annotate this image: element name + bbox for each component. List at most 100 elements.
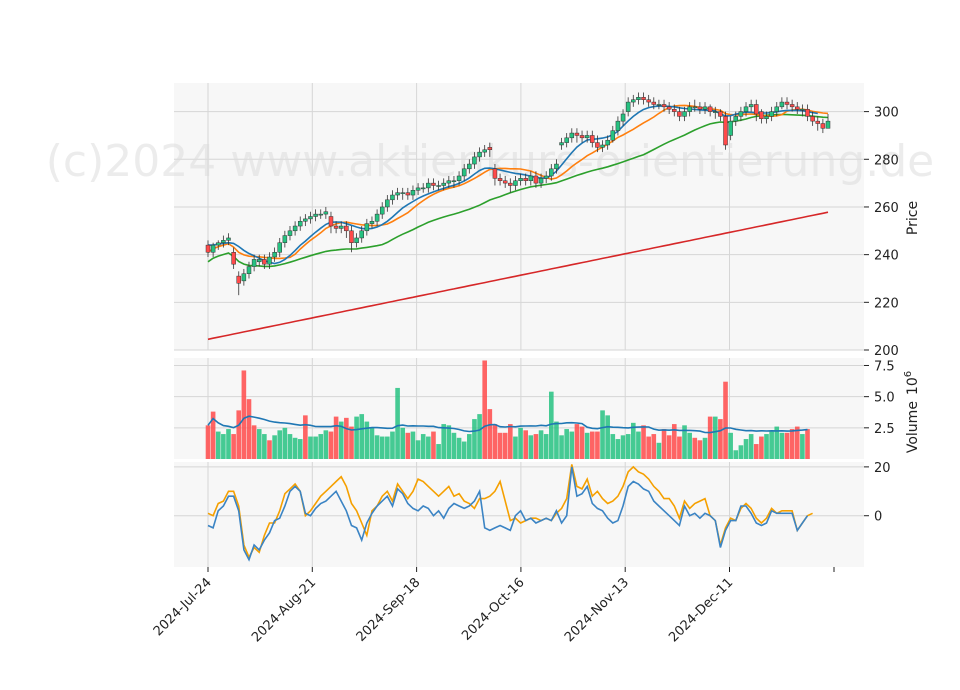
volume-bar	[671, 424, 677, 459]
candle-body	[784, 101, 790, 105]
candle-body	[559, 142, 564, 146]
volume-bar	[436, 444, 441, 459]
candle-body	[584, 135, 590, 139]
volume-bar	[441, 424, 447, 459]
volume-bar	[523, 430, 528, 459]
candle-body	[349, 230, 354, 243]
volume-bar	[753, 444, 759, 459]
candle-body	[672, 108, 677, 112]
candle-body	[461, 168, 467, 177]
candle-body	[333, 225, 339, 229]
candle-body	[441, 182, 446, 186]
volume-bar	[405, 432, 411, 459]
volume-bar	[625, 434, 631, 459]
candle-body	[615, 120, 621, 131]
volume-bar	[241, 370, 247, 459]
candle-body	[256, 259, 262, 263]
candle-body	[754, 104, 759, 115]
price-panel-bg	[174, 83, 864, 350]
candle-body	[605, 139, 610, 146]
candle-body	[415, 187, 421, 191]
candle-body	[487, 147, 493, 151]
candle-body	[374, 213, 380, 222]
candle-body	[518, 178, 523, 181]
volume-bar	[712, 416, 718, 459]
volume-bar	[236, 410, 242, 459]
volume-bar	[374, 435, 380, 459]
volume-bar	[477, 414, 482, 459]
candle-body	[795, 106, 800, 110]
volume-bar	[518, 427, 523, 459]
volume-bar	[549, 391, 554, 459]
volume-bar	[687, 432, 692, 459]
volume-axis-unit-exp: 6	[903, 371, 914, 377]
volume-bar	[292, 437, 298, 459]
candle-body	[764, 116, 769, 120]
candle-body	[215, 242, 221, 246]
volume-bar	[328, 431, 334, 459]
candle-body	[528, 175, 534, 181]
volume-bar	[451, 432, 457, 459]
volume-axis-label-text: Volume	[905, 401, 921, 453]
volume-bar	[221, 434, 226, 459]
volume-bar	[467, 434, 472, 459]
volume-bar	[246, 399, 252, 459]
volume-bar	[723, 381, 728, 459]
volume-bar	[251, 425, 257, 459]
volume-bar	[287, 434, 293, 459]
candle-body	[390, 194, 395, 201]
candle-body	[738, 111, 744, 117]
price-tick-label: 240	[874, 249, 899, 264]
x-tick-label: 2024-Dec-11	[666, 575, 736, 645]
candle-body	[677, 111, 682, 117]
volume-bar	[482, 360, 487, 459]
volume-bar	[497, 432, 503, 459]
candle-body	[687, 106, 692, 112]
candle-body	[646, 99, 651, 103]
candle-body	[631, 99, 636, 103]
candle-body	[825, 120, 831, 129]
candle-body	[472, 156, 477, 165]
candle-body	[400, 192, 405, 194]
price-axis-label: Price	[905, 201, 921, 235]
candle-body	[231, 252, 236, 265]
volume-bar	[641, 425, 646, 459]
candle-body	[538, 178, 544, 184]
oscillator-line-b	[207, 466, 809, 562]
price-panel	[205, 92, 831, 341]
candle-body	[262, 259, 267, 265]
candle-body	[303, 218, 308, 222]
volume-bar	[656, 442, 662, 459]
candle-body	[549, 168, 554, 177]
volume-bar	[400, 427, 406, 459]
volume-bar	[359, 414, 365, 459]
volume-bar	[528, 435, 534, 459]
volume-bar	[369, 427, 375, 459]
candle-body	[451, 180, 457, 182]
candle-body	[210, 244, 216, 253]
candle-body	[492, 168, 498, 179]
volume-bar	[262, 434, 267, 459]
candle-body	[728, 120, 733, 136]
candle-body	[810, 116, 815, 122]
candle-body	[636, 97, 641, 100]
candle-body	[344, 225, 349, 232]
price-tick-label: 220	[874, 296, 899, 311]
volume-bar	[256, 429, 262, 459]
candle-body	[723, 116, 728, 146]
osc-tick-label: 0	[874, 510, 882, 525]
candle-body	[789, 104, 795, 108]
volume-bar	[600, 410, 605, 459]
volume-bar	[738, 445, 744, 459]
candle-body	[477, 151, 482, 158]
volume-tick-label: 5.0	[874, 391, 895, 406]
volume-bar	[426, 436, 431, 459]
price-tick-label: 200	[874, 344, 899, 359]
volume-bar	[379, 436, 385, 459]
candle-body	[292, 225, 298, 232]
volume-bar	[564, 429, 569, 459]
volume-bar	[308, 436, 313, 459]
candle-body	[697, 106, 703, 110]
candle-body	[666, 106, 672, 110]
volume-bar	[630, 422, 636, 459]
